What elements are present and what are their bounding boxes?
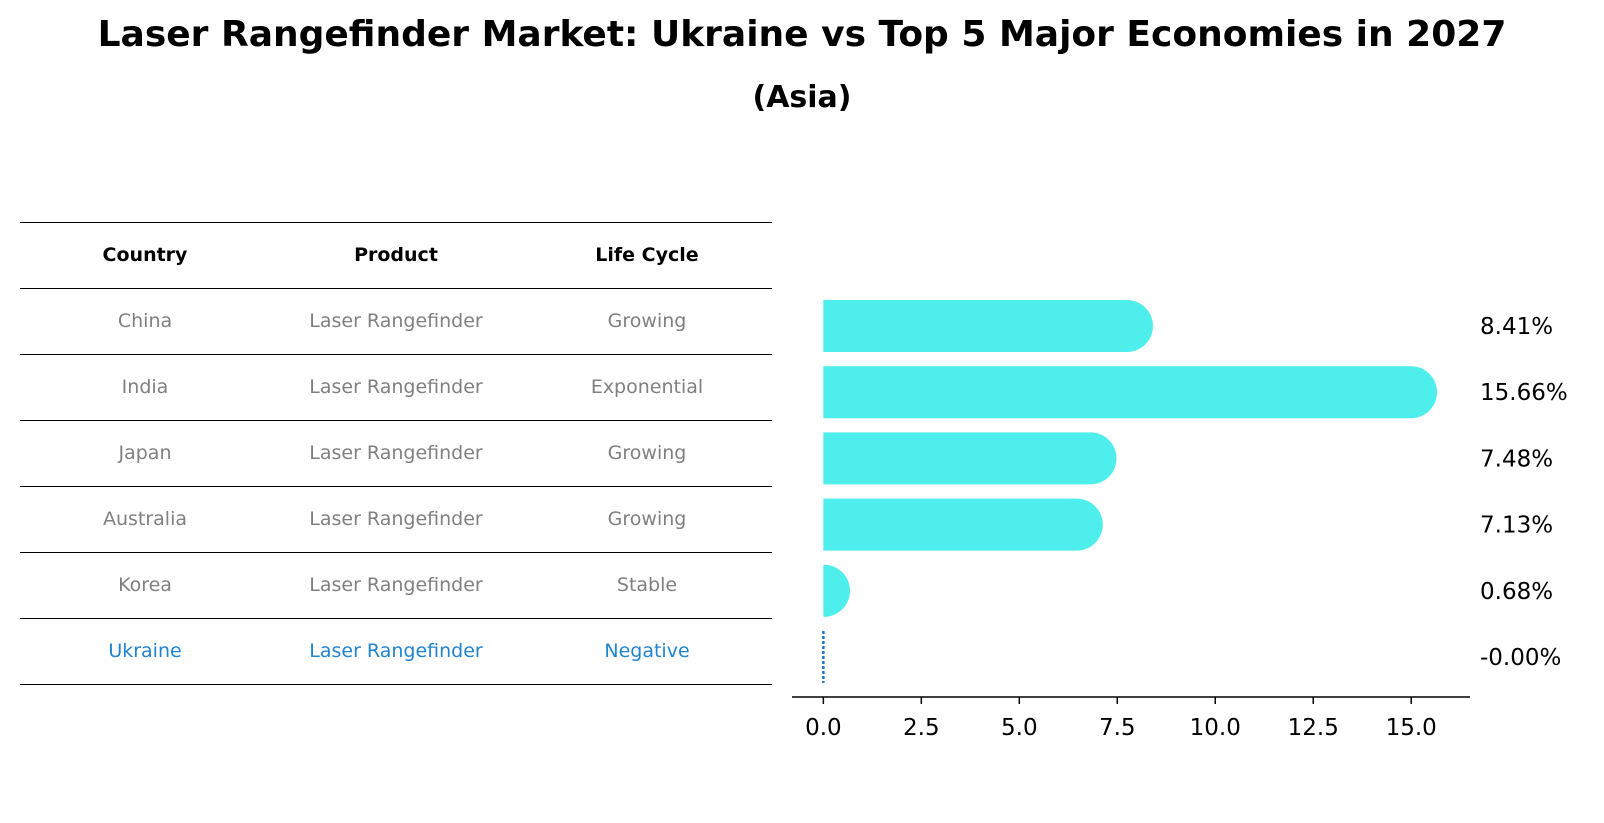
value-label-australia: 7.13% <box>1480 513 1553 539</box>
header-life-cycle: Life Cycle <box>595 244 699 266</box>
table-rule <box>20 354 772 355</box>
cell-country: Australia <box>102 508 188 530</box>
x-tick-label: 15.0 <box>1386 715 1437 741</box>
table-rule <box>20 618 772 619</box>
value-label-korea: 0.68% <box>1480 579 1553 605</box>
chart-subtitle: (Asia) <box>752 80 852 115</box>
bar-korea <box>823 564 851 617</box>
cell-product: Laser Rangefinder <box>309 310 483 332</box>
value-label-japan: 7.48% <box>1480 446 1553 472</box>
bar-japan <box>823 432 1117 485</box>
value-label-ukraine: -0.00% <box>1480 645 1561 671</box>
value-label-china: 8.41% <box>1480 314 1553 340</box>
cell-country: Japan <box>118 442 172 464</box>
table-rule <box>20 222 772 223</box>
chart-title: Laser Rangefinder Market: Ukraine vs Top… <box>97 14 1507 55</box>
value-label-india: 15.66% <box>1480 380 1568 406</box>
header-country: Country <box>102 244 188 266</box>
x-tick-label: 0.0 <box>805 715 842 741</box>
cell-life-cycle: Growing <box>607 508 687 530</box>
cell-product-highlight: Laser Rangefinder <box>309 640 483 662</box>
cell-life-cycle: Exponential <box>590 376 704 398</box>
cell-life-cycle-highlight: Negative <box>604 640 690 662</box>
cell-product: Laser Rangefinder <box>309 508 483 530</box>
bar-china <box>823 300 1153 352</box>
bar-india <box>823 366 1438 419</box>
x-tick-label: 7.5 <box>1099 715 1136 741</box>
cell-life-cycle: Growing <box>607 442 687 464</box>
cell-product: Laser Rangefinder <box>309 442 483 464</box>
cell-product: Laser Rangefinder <box>309 376 483 398</box>
x-tick-label: 12.5 <box>1288 715 1339 741</box>
x-tick-label: 10.0 <box>1190 715 1241 741</box>
cell-life-cycle: Growing <box>607 310 687 332</box>
x-tick-label: 2.5 <box>903 715 940 741</box>
bar-australia <box>823 498 1103 551</box>
cell-life-cycle: Stable <box>616 574 678 596</box>
table-rule <box>20 288 772 289</box>
table-rule <box>20 552 772 553</box>
cell-country: China <box>117 310 173 332</box>
header-product: Product <box>354 244 438 266</box>
cell-product: Laser Rangefinder <box>309 574 483 596</box>
table-rule <box>20 486 772 487</box>
table-rule <box>20 684 772 685</box>
table-rule <box>20 420 772 421</box>
cell-country-highlight: Ukraine <box>108 640 182 662</box>
x-tick-label: 5.0 <box>1001 715 1038 741</box>
cell-country: India <box>121 376 169 398</box>
cell-country: Korea <box>118 574 172 596</box>
